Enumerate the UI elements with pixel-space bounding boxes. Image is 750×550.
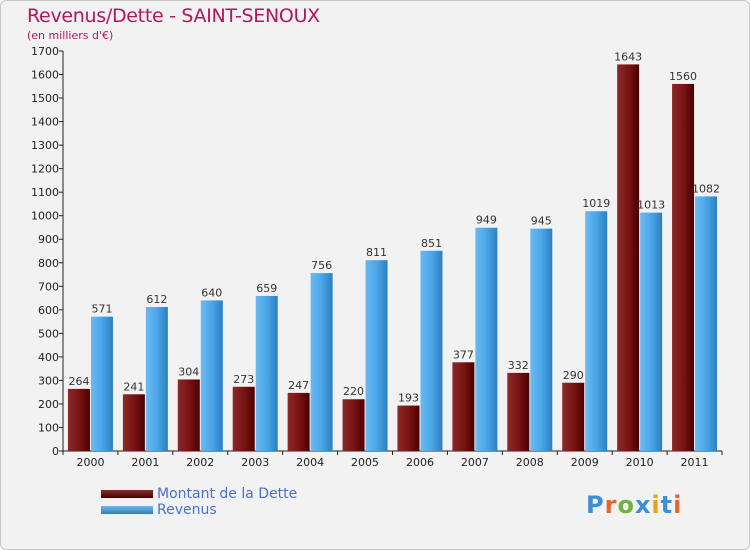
data-label-dette: 1643 <box>614 50 642 63</box>
x-tick-label: 2008 <box>516 456 544 469</box>
data-label-revenus: 1082 <box>692 182 720 195</box>
y-tick-label: 1000 <box>31 210 59 223</box>
data-label-dette: 220 <box>343 385 364 398</box>
bar-revenus <box>585 211 608 451</box>
y-tick-label: 200 <box>38 398 59 411</box>
x-tick-label: 2007 <box>461 456 489 469</box>
bar-revenus <box>90 316 113 451</box>
bar-revenus <box>200 300 223 451</box>
legend-label-revenus: Revenus <box>157 502 217 518</box>
bar-revenus <box>310 273 333 451</box>
y-tick-label: 1700 <box>31 45 59 58</box>
bar-revenus <box>145 307 168 451</box>
y-tick-label: 1300 <box>31 139 59 152</box>
proxiti-logo: Proxiti <box>586 491 683 519</box>
x-tick-label: 2005 <box>351 456 379 469</box>
data-label-revenus: 811 <box>366 246 387 259</box>
legend-swatch-revenus <box>101 506 153 514</box>
bar-dette <box>507 372 530 451</box>
data-label-revenus: 1013 <box>637 199 665 212</box>
legend-label-dette: Montant de la Dette <box>157 486 298 502</box>
data-label-revenus: 571 <box>91 303 112 316</box>
bar-revenus <box>530 228 553 451</box>
data-label-dette: 332 <box>508 359 529 372</box>
x-tick-label: 2004 <box>296 456 324 469</box>
bar-revenus <box>475 227 498 451</box>
y-tick-label: 1500 <box>31 92 59 105</box>
data-label-dette: 264 <box>68 375 89 388</box>
bar-dette <box>562 382 585 451</box>
bar-dette <box>397 405 420 451</box>
bar-dette <box>232 386 255 451</box>
data-label-revenus: 949 <box>476 214 497 227</box>
data-label-revenus: 945 <box>531 215 552 228</box>
bar-dette <box>122 394 145 451</box>
x-tick-label: 2000 <box>76 456 104 469</box>
bar-revenus <box>255 295 278 451</box>
y-tick-label: 1200 <box>31 163 59 176</box>
x-tick-label: 2010 <box>626 456 654 469</box>
y-tick-label: 1400 <box>31 116 59 129</box>
bar-revenus <box>695 196 718 451</box>
y-tick-label: 500 <box>38 327 59 340</box>
y-tick-label: 400 <box>38 351 59 364</box>
data-label-dette: 290 <box>563 369 584 382</box>
data-label-revenus: 640 <box>201 286 222 299</box>
y-tick-label: 900 <box>38 233 59 246</box>
data-label-dette: 241 <box>123 380 144 393</box>
x-tick-label: 2011 <box>681 456 709 469</box>
y-tick-label: 100 <box>38 421 59 434</box>
y-tick-label: 300 <box>38 374 59 387</box>
bar-dette <box>672 83 695 452</box>
x-tick-label: 2002 <box>186 456 214 469</box>
axes: 0 100 200 300 400 500 600 700 800 900 1000 1100 1200… <box>31 45 723 469</box>
bar-revenus <box>420 250 443 451</box>
x-tick-label: 2009 <box>571 456 599 469</box>
bar-dette <box>67 388 90 451</box>
y-tick-label: 600 <box>38 304 59 317</box>
x-tick-label: 2003 <box>241 456 269 469</box>
bar-revenus <box>640 212 663 451</box>
data-label-revenus: 612 <box>146 293 167 306</box>
legend-swatch-dette <box>101 490 153 498</box>
bar-dette <box>452 362 475 451</box>
data-label-dette: 273 <box>233 373 254 386</box>
data-label-dette: 193 <box>398 392 419 405</box>
data-label-revenus: 851 <box>421 237 442 250</box>
bar-dette <box>287 392 310 451</box>
value-labels: 264 571 241 612 304 640 273 659 247 756 220 811 193 8… <box>68 50 720 404</box>
data-label-dette: 304 <box>178 365 199 378</box>
bar-dette <box>177 379 200 451</box>
data-label-revenus: 1019 <box>582 197 610 210</box>
x-tick-label: 2001 <box>131 456 159 469</box>
y-tick-label: 0 <box>52 445 59 458</box>
y-tick-label: 800 <box>38 257 59 270</box>
bar-dette <box>617 64 640 451</box>
y-tick-label: 1100 <box>31 186 59 199</box>
data-label-dette: 377 <box>453 348 474 361</box>
data-label-revenus: 756 <box>311 259 332 272</box>
bars <box>67 64 718 452</box>
data-label-dette: 247 <box>288 379 309 392</box>
x-tick-label: 2006 <box>406 456 434 469</box>
bar-revenus <box>365 260 388 451</box>
data-label-dette: 1560 <box>669 70 697 83</box>
bar-dette <box>342 399 365 451</box>
chart-title: Revenus/Dette - SAINT-SENOUX <box>27 5 320 27</box>
y-tick-label: 1600 <box>31 69 59 82</box>
chart-subtitle: (en milliers d'€) <box>27 29 114 42</box>
data-label-revenus: 659 <box>256 282 277 295</box>
y-tick-label: 700 <box>38 280 59 293</box>
